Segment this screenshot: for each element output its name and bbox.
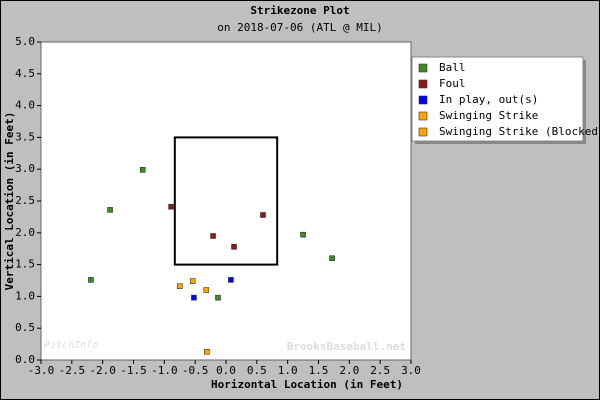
x-axis-label: Horizontal Location (in Feet) xyxy=(211,378,403,391)
pitch-marker xyxy=(228,277,234,283)
pitch-marker xyxy=(139,167,146,173)
legend-label: In play, out(s) xyxy=(439,93,538,106)
watermark: PitchInfo xyxy=(44,340,98,351)
y-tick-label: 3.0 xyxy=(15,162,35,175)
y-tick-label: 1.5 xyxy=(15,258,35,271)
pitch-marker xyxy=(215,294,221,301)
legend-swatch xyxy=(418,111,428,121)
pitch-marker xyxy=(329,255,335,262)
pitch-marker xyxy=(210,233,216,239)
y-tick-label: 1.0 xyxy=(15,289,35,302)
pitch-marker xyxy=(107,207,113,213)
x-tick-label: 1.0 xyxy=(278,364,298,377)
chart-subtitle: on 2018-07-06 (ATL @ MIL) xyxy=(217,21,383,34)
pitch-marker xyxy=(88,277,94,283)
x-tick-label: 2.0 xyxy=(339,364,359,377)
x-tick-label: -1.5 xyxy=(120,364,147,377)
y-tick-label: 0.0 xyxy=(15,353,35,366)
y-tick-label: 5.0 xyxy=(15,35,35,48)
legend-swatch xyxy=(418,63,428,73)
x-tick-label: -2.0 xyxy=(89,364,116,377)
x-tick-label: 2.5 xyxy=(370,364,390,377)
legend-label: Ball xyxy=(439,61,466,74)
x-tick-label: -0.5 xyxy=(182,364,209,377)
legend xyxy=(411,56,584,142)
x-tick-label: 3.0 xyxy=(401,364,421,377)
x-tick-label: 0.5 xyxy=(247,364,267,377)
x-tick-label: -1.0 xyxy=(151,364,178,377)
watermark: BrooksBaseball.net xyxy=(287,340,406,353)
pitch-marker xyxy=(260,212,266,218)
y-axis-label: Vertical Location (in Feet) xyxy=(3,112,16,291)
legend-swatch xyxy=(418,95,428,105)
pitch-marker xyxy=(191,294,197,301)
pitch-marker xyxy=(203,287,210,293)
strike-zone xyxy=(173,136,279,266)
pitch-marker xyxy=(168,203,174,210)
y-tick-label: 2.5 xyxy=(15,194,35,207)
pitch-marker xyxy=(189,278,196,284)
x-tick-label: -3.0 xyxy=(28,364,55,377)
x-tick-label: 1.5 xyxy=(309,364,329,377)
y-tick-label: 3.5 xyxy=(15,130,35,143)
legend-swatch xyxy=(418,127,428,137)
pitch-marker xyxy=(204,348,210,355)
legend-label: Swinging Strike (Blocked) xyxy=(439,125,600,138)
chart-title: Strikezone Plot xyxy=(250,4,349,17)
pitch-marker xyxy=(231,243,237,250)
legend-swatch xyxy=(418,79,428,89)
y-tick-label: 4.0 xyxy=(15,99,35,112)
legend-label: Foul xyxy=(439,77,466,90)
x-tick-label: 0.0 xyxy=(216,364,236,377)
pitch-marker xyxy=(176,283,183,290)
legend-label: Swinging Strike xyxy=(439,109,538,122)
pitch-marker xyxy=(300,231,306,238)
x-tick-label: -2.5 xyxy=(59,364,86,377)
plot-area xyxy=(40,41,412,361)
y-tick-label: 2.0 xyxy=(15,226,35,239)
y-tick-label: 4.5 xyxy=(15,67,35,80)
y-tick-label: 0.5 xyxy=(15,321,35,334)
